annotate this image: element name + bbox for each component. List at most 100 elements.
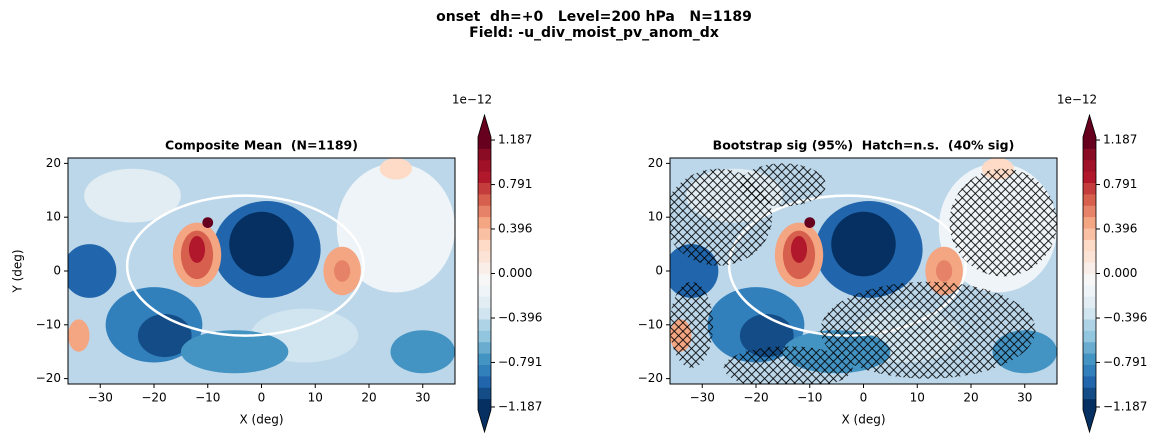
colorbar-band <box>1083 216 1096 229</box>
colorbar-band <box>478 148 491 161</box>
y-tick-label: 10 <box>648 210 663 224</box>
colorbar-band <box>1083 375 1096 388</box>
panel-title: Composite Mean (N=1189) <box>165 138 358 153</box>
colorbar-band <box>1083 239 1096 252</box>
colorbar-band <box>1083 205 1096 218</box>
colorbar-tick-label: −1.187 <box>498 399 542 413</box>
colorbar-tick-label: 1.187 <box>1103 133 1137 147</box>
colorbar-band <box>1083 273 1096 286</box>
colorbar-outline <box>477 113 492 434</box>
contour-field <box>670 158 1057 384</box>
colorbar-band <box>1083 319 1096 331</box>
colorbar-band <box>1083 182 1096 195</box>
colorbar-band <box>1083 159 1096 172</box>
colorbar-band <box>1083 262 1096 274</box>
colorbar-offset-label: 1e−12 <box>452 93 492 107</box>
colorbar-band <box>478 193 491 206</box>
colorbar-band <box>1083 250 1096 263</box>
colorbar-band <box>478 182 491 195</box>
colorbar-band <box>478 375 491 388</box>
x-tick-label: 10 <box>910 391 925 405</box>
y-tick-label: 0 <box>655 264 663 278</box>
contour-fill <box>63 158 455 384</box>
colorbar-tick-label: 1.187 <box>498 133 532 147</box>
colorbar-tick-label: 0.396 <box>498 221 532 235</box>
colorbar-band <box>1083 341 1096 354</box>
colorbar-band <box>478 262 491 274</box>
colorbar-band <box>478 341 491 354</box>
x-tick-label: −10 <box>195 391 220 405</box>
colorbar-tick-label: 0.000 <box>1103 266 1137 280</box>
x-axis-label: X (deg) <box>239 413 283 427</box>
colorbar-band <box>1083 171 1096 183</box>
colorbar-band <box>478 137 491 149</box>
colorbar-band <box>478 330 491 343</box>
colorbar-offset-label: 1e−12 <box>1057 93 1097 107</box>
colorbar-tick-label: 0.396 <box>1103 221 1137 235</box>
x-tick-label: 20 <box>361 391 376 405</box>
colorbar-outline <box>1082 113 1097 434</box>
y-tick-label: −10 <box>36 317 61 331</box>
colorbar-tick-label: 0.000 <box>498 266 532 280</box>
colorbar-band <box>478 387 491 400</box>
colorbar-band <box>478 273 491 286</box>
colorbar-extend-bottom <box>1083 410 1096 432</box>
x-tick-label: 20 <box>963 391 978 405</box>
x-tick-label: 0 <box>258 391 266 405</box>
x-tick-label: 30 <box>415 391 430 405</box>
colorbar-band <box>1083 353 1096 365</box>
colorbar-band <box>1083 193 1096 206</box>
colorbar-extend-bottom <box>478 410 491 432</box>
y-tick-label: −10 <box>638 317 663 331</box>
colorbar-band <box>478 364 491 377</box>
panel-title: Bootstrap sig (95%) Hatch=n.s. (40% sig) <box>713 138 1015 153</box>
colorbar-tick-label: −0.396 <box>1103 311 1147 325</box>
colorbar-band <box>478 205 491 218</box>
colorbar-band <box>478 239 491 252</box>
colorbar-band <box>478 228 491 240</box>
y-axis-label: Y (deg) <box>11 249 25 293</box>
y-tick-label: 20 <box>648 156 663 170</box>
colorbar-band <box>1083 398 1096 411</box>
colorbar-tick-label: 0.791 <box>1103 177 1137 191</box>
contour-field <box>63 158 455 384</box>
x-tick-label: −30 <box>690 391 715 405</box>
suptitle: Field: -u_div_moist_pv_anom_dx <box>469 25 719 41</box>
colorbar-band <box>1083 387 1096 400</box>
colorbar-band <box>1083 296 1096 309</box>
x-tick-label: −10 <box>797 391 822 405</box>
colorbar-extend-top <box>478 115 491 137</box>
x-axis-label: X (deg) <box>841 413 885 427</box>
colorbar-band <box>478 171 491 183</box>
colorbar-tick-label: 0.791 <box>498 177 532 191</box>
x-tick-label: 10 <box>308 391 323 405</box>
colorbar-band <box>1083 330 1096 343</box>
colorbar-band <box>1083 364 1096 377</box>
y-tick-label: 10 <box>46 210 61 224</box>
colorbar-band <box>478 216 491 229</box>
colorbar-band <box>478 250 491 263</box>
x-tick-label: −20 <box>141 391 166 405</box>
colorbar-tick-label: −0.791 <box>1103 355 1147 369</box>
colorbar-band <box>478 307 491 320</box>
colorbar-band <box>478 398 491 411</box>
colorbar-band <box>1083 137 1096 149</box>
colorbar-band <box>1083 284 1096 297</box>
colorbar-band <box>478 284 491 297</box>
x-tick-label: −30 <box>88 391 113 405</box>
colorbar-band <box>1083 228 1096 240</box>
suptitle: onset dh=+0 Level=200 hPa N=1189 <box>436 9 752 25</box>
colorbar-extend-top <box>1083 115 1096 137</box>
x-tick-label: −20 <box>743 391 768 405</box>
colorbar-band <box>1083 307 1096 320</box>
colorbar-band <box>478 296 491 309</box>
x-tick-label: 0 <box>860 391 868 405</box>
colorbar-tick-label: −1.187 <box>1103 399 1147 413</box>
colorbar-band <box>478 159 491 172</box>
colorbar-band <box>478 353 491 365</box>
colorbar-band <box>1083 148 1096 161</box>
colorbar-tick-label: −0.791 <box>498 355 542 369</box>
colorbar-tick-label: −0.396 <box>498 311 542 325</box>
y-tick-label: 20 <box>46 156 61 170</box>
